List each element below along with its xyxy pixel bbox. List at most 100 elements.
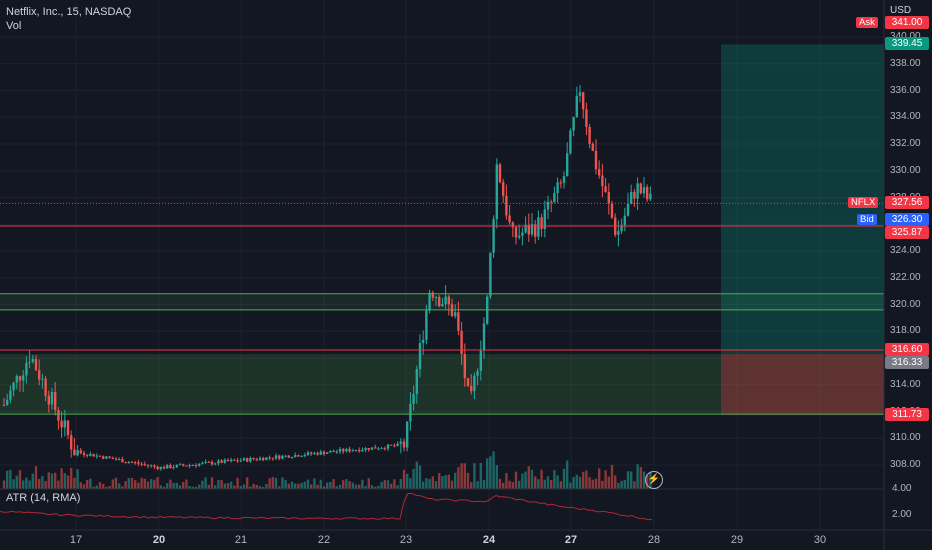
- candle-body: [524, 224, 527, 233]
- candle-body: [566, 153, 569, 177]
- candle-body: [191, 465, 194, 467]
- candle-body: [162, 466, 166, 469]
- price-axis-label: 336.00: [890, 84, 921, 96]
- volume-bar: [633, 481, 636, 489]
- candle-body: [86, 454, 89, 456]
- volume-bar: [89, 478, 92, 489]
- volume-bar: [166, 483, 169, 489]
- volume-bar: [639, 466, 642, 489]
- candle-body: [534, 224, 537, 237]
- candle-body: [543, 209, 546, 229]
- volume-bar: [28, 480, 31, 489]
- volume-bar: [268, 478, 271, 489]
- volume-legend[interactable]: Vol: [6, 20, 22, 32]
- volume-bar: [594, 478, 598, 489]
- candle-body: [50, 391, 54, 405]
- symbol-tag[interactable]: NFLX: [848, 197, 879, 208]
- candle-body: [95, 455, 98, 457]
- ask-tag[interactable]: Ask: [856, 17, 878, 28]
- bid-tag[interactable]: Bid: [857, 214, 877, 225]
- candle-body: [89, 453, 92, 456]
- candle-body: [505, 195, 508, 216]
- volume-bar: [230, 481, 233, 489]
- candle-body: [242, 458, 246, 461]
- volume-bar: [450, 480, 454, 489]
- candle-body: [284, 455, 287, 457]
- candle-body: [41, 378, 44, 380]
- price-axis-label: 324.00: [890, 245, 921, 256]
- candle-body: [178, 464, 182, 466]
- volume-bar: [201, 480, 204, 489]
- volume-bar: [322, 486, 326, 489]
- volume-bar: [6, 470, 9, 489]
- volume-bar: [223, 483, 226, 489]
- volume-bar: [438, 473, 441, 489]
- volume-bar: [143, 478, 146, 489]
- candle-body: [492, 219, 495, 253]
- volume-bar: [114, 477, 118, 489]
- volume-bar: [95, 485, 98, 489]
- volume-bar: [111, 479, 114, 489]
- volume-bar: [137, 482, 140, 489]
- volume-bar: [172, 483, 175, 489]
- candle-body: [623, 215, 626, 226]
- candle-body: [338, 449, 342, 452]
- volume-bar: [626, 471, 630, 489]
- volume-bar: [236, 477, 239, 489]
- candle-body: [198, 463, 201, 466]
- volume-bar: [287, 483, 290, 489]
- candle-body: [92, 453, 95, 457]
- candle-body: [15, 376, 18, 383]
- volume-bar: [169, 479, 172, 489]
- volume-bar: [198, 484, 201, 489]
- candle-body: [297, 455, 300, 457]
- candle-body: [262, 458, 265, 461]
- symbol-legend[interactable]: Netflix, Inc., 15, NASDAQ: [6, 6, 132, 18]
- volume-bar: [31, 473, 34, 489]
- volume-bar: [498, 478, 502, 489]
- atr-line: [0, 493, 652, 521]
- volume-bar: [431, 476, 434, 489]
- volume-bar: [492, 451, 495, 489]
- candle-body: [546, 201, 550, 210]
- volume-bar: [249, 486, 252, 489]
- candle-body: [489, 252, 492, 297]
- candle-body: [470, 385, 473, 392]
- volume-bar: [402, 469, 406, 489]
- candle-body: [345, 448, 348, 452]
- volume-bar: [153, 479, 156, 489]
- atr-legend[interactable]: ATR (14, RMA): [6, 492, 81, 504]
- candle-body: [620, 225, 623, 232]
- volume-bar: [527, 466, 530, 489]
- volume-bar: [294, 483, 297, 489]
- volume-bar: [217, 479, 220, 489]
- volume-bar: [98, 482, 102, 489]
- candle-body: [252, 458, 255, 460]
- volume-bar: [591, 479, 594, 489]
- volume-bar: [239, 486, 242, 489]
- volume-bar: [79, 482, 82, 489]
- horizontal-levels: [0, 202, 884, 415]
- price-axis-label: 318.00: [890, 325, 921, 337]
- volume-bar: [390, 483, 393, 489]
- volume-bar: [370, 485, 374, 489]
- volume-bar: [274, 477, 278, 489]
- candle-body: [434, 296, 438, 298]
- volume-bar: [546, 476, 550, 489]
- volume-bar: [441, 476, 444, 489]
- volume-bar: [150, 479, 153, 489]
- flash-icon[interactable]: ⚡: [645, 471, 663, 489]
- candle-body: [44, 378, 47, 396]
- volume-bar: [226, 483, 230, 489]
- candle-body: [28, 361, 31, 363]
- candle-body: [9, 390, 12, 400]
- candle-body: [255, 459, 258, 461]
- candle-body: [290, 457, 294, 459]
- volume-bar: [534, 476, 537, 489]
- volume-bar: [175, 482, 178, 489]
- candle-body: [508, 215, 511, 223]
- volume-bar: [473, 463, 476, 489]
- price-axis-label: 320.00: [890, 298, 921, 310]
- candle-body: [143, 464, 146, 466]
